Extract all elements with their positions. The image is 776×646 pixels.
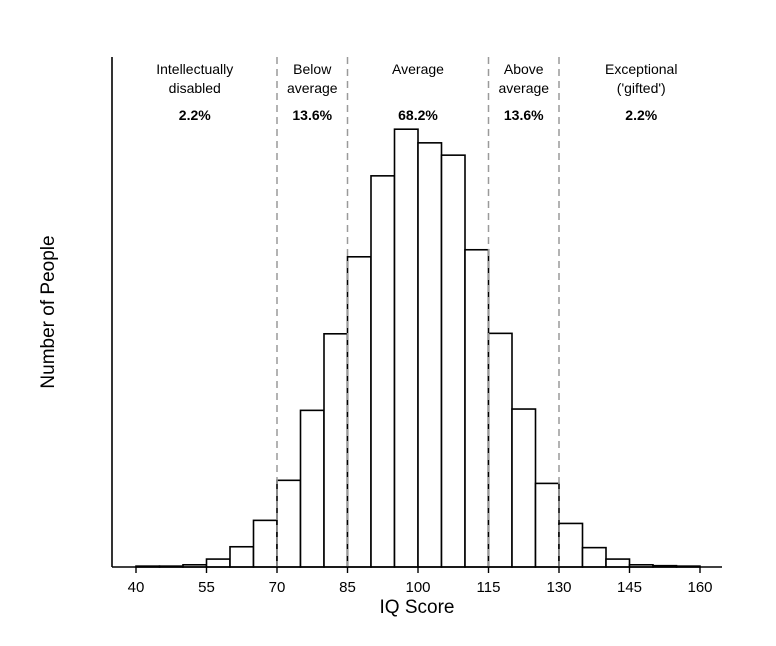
category-label-line: Average bbox=[392, 61, 444, 77]
histogram-bar bbox=[370, 175, 396, 568]
histogram-bar bbox=[323, 332, 349, 568]
category-labels: Intellectually disabled 2.2% Below average 13… bbox=[156, 61, 677, 123]
x-tick-label: 55 bbox=[198, 579, 215, 596]
x-tick-label: 70 bbox=[269, 579, 286, 596]
x-tick-label: 115 bbox=[477, 579, 501, 596]
x-axis-title: IQ Score bbox=[380, 597, 455, 618]
category-label-line: Exceptional bbox=[605, 61, 677, 77]
category-dividers bbox=[276, 57, 560, 567]
histogram-bar bbox=[487, 332, 513, 568]
category-percent-label: 2.2% bbox=[625, 107, 657, 123]
histogram-bars bbox=[135, 128, 701, 568]
category-percent-label: 68.2% bbox=[398, 107, 438, 123]
histogram-bar bbox=[393, 128, 419, 568]
x-tick-label: 130 bbox=[546, 579, 571, 596]
histogram-bar bbox=[440, 154, 466, 568]
histogram-bar bbox=[558, 522, 584, 568]
category-label-line: disabled bbox=[169, 80, 221, 96]
category-percent-label: 13.6% bbox=[292, 107, 332, 123]
y-axis-title: Number of People bbox=[38, 235, 59, 388]
category-percent-label: 2.2% bbox=[179, 107, 211, 123]
histogram-bar bbox=[417, 142, 443, 568]
category-label-line: average bbox=[498, 80, 549, 96]
x-tick-label: 85 bbox=[339, 579, 356, 596]
x-tick-label: 145 bbox=[617, 579, 642, 596]
category-percent-label: 13.6% bbox=[504, 107, 544, 123]
x-tick-label: 40 bbox=[128, 579, 145, 596]
histogram-bar bbox=[276, 479, 302, 568]
category-label-line: average bbox=[287, 80, 338, 96]
x-tick-label: 100 bbox=[405, 579, 430, 596]
histogram-bar bbox=[205, 558, 231, 568]
category-label-line: Intellectually bbox=[156, 61, 233, 77]
histogram-bar bbox=[229, 545, 255, 568]
x-tick-label: 160 bbox=[687, 579, 712, 596]
histogram-bar bbox=[534, 482, 560, 568]
histogram-bar bbox=[581, 546, 607, 568]
histogram-bar bbox=[252, 519, 278, 568]
category-label-line: Above bbox=[504, 61, 544, 77]
histogram-bar bbox=[299, 409, 325, 568]
histogram-bar bbox=[346, 255, 372, 568]
histogram-bar bbox=[605, 558, 631, 568]
histogram-bar bbox=[511, 408, 537, 568]
histogram-bar bbox=[464, 248, 490, 568]
category-label-line: Below bbox=[293, 61, 332, 77]
x-axis-ticks: 40 55 70 85 100 115 130 145 160 bbox=[128, 567, 713, 596]
category-label-line: ('gifted') bbox=[617, 80, 666, 96]
